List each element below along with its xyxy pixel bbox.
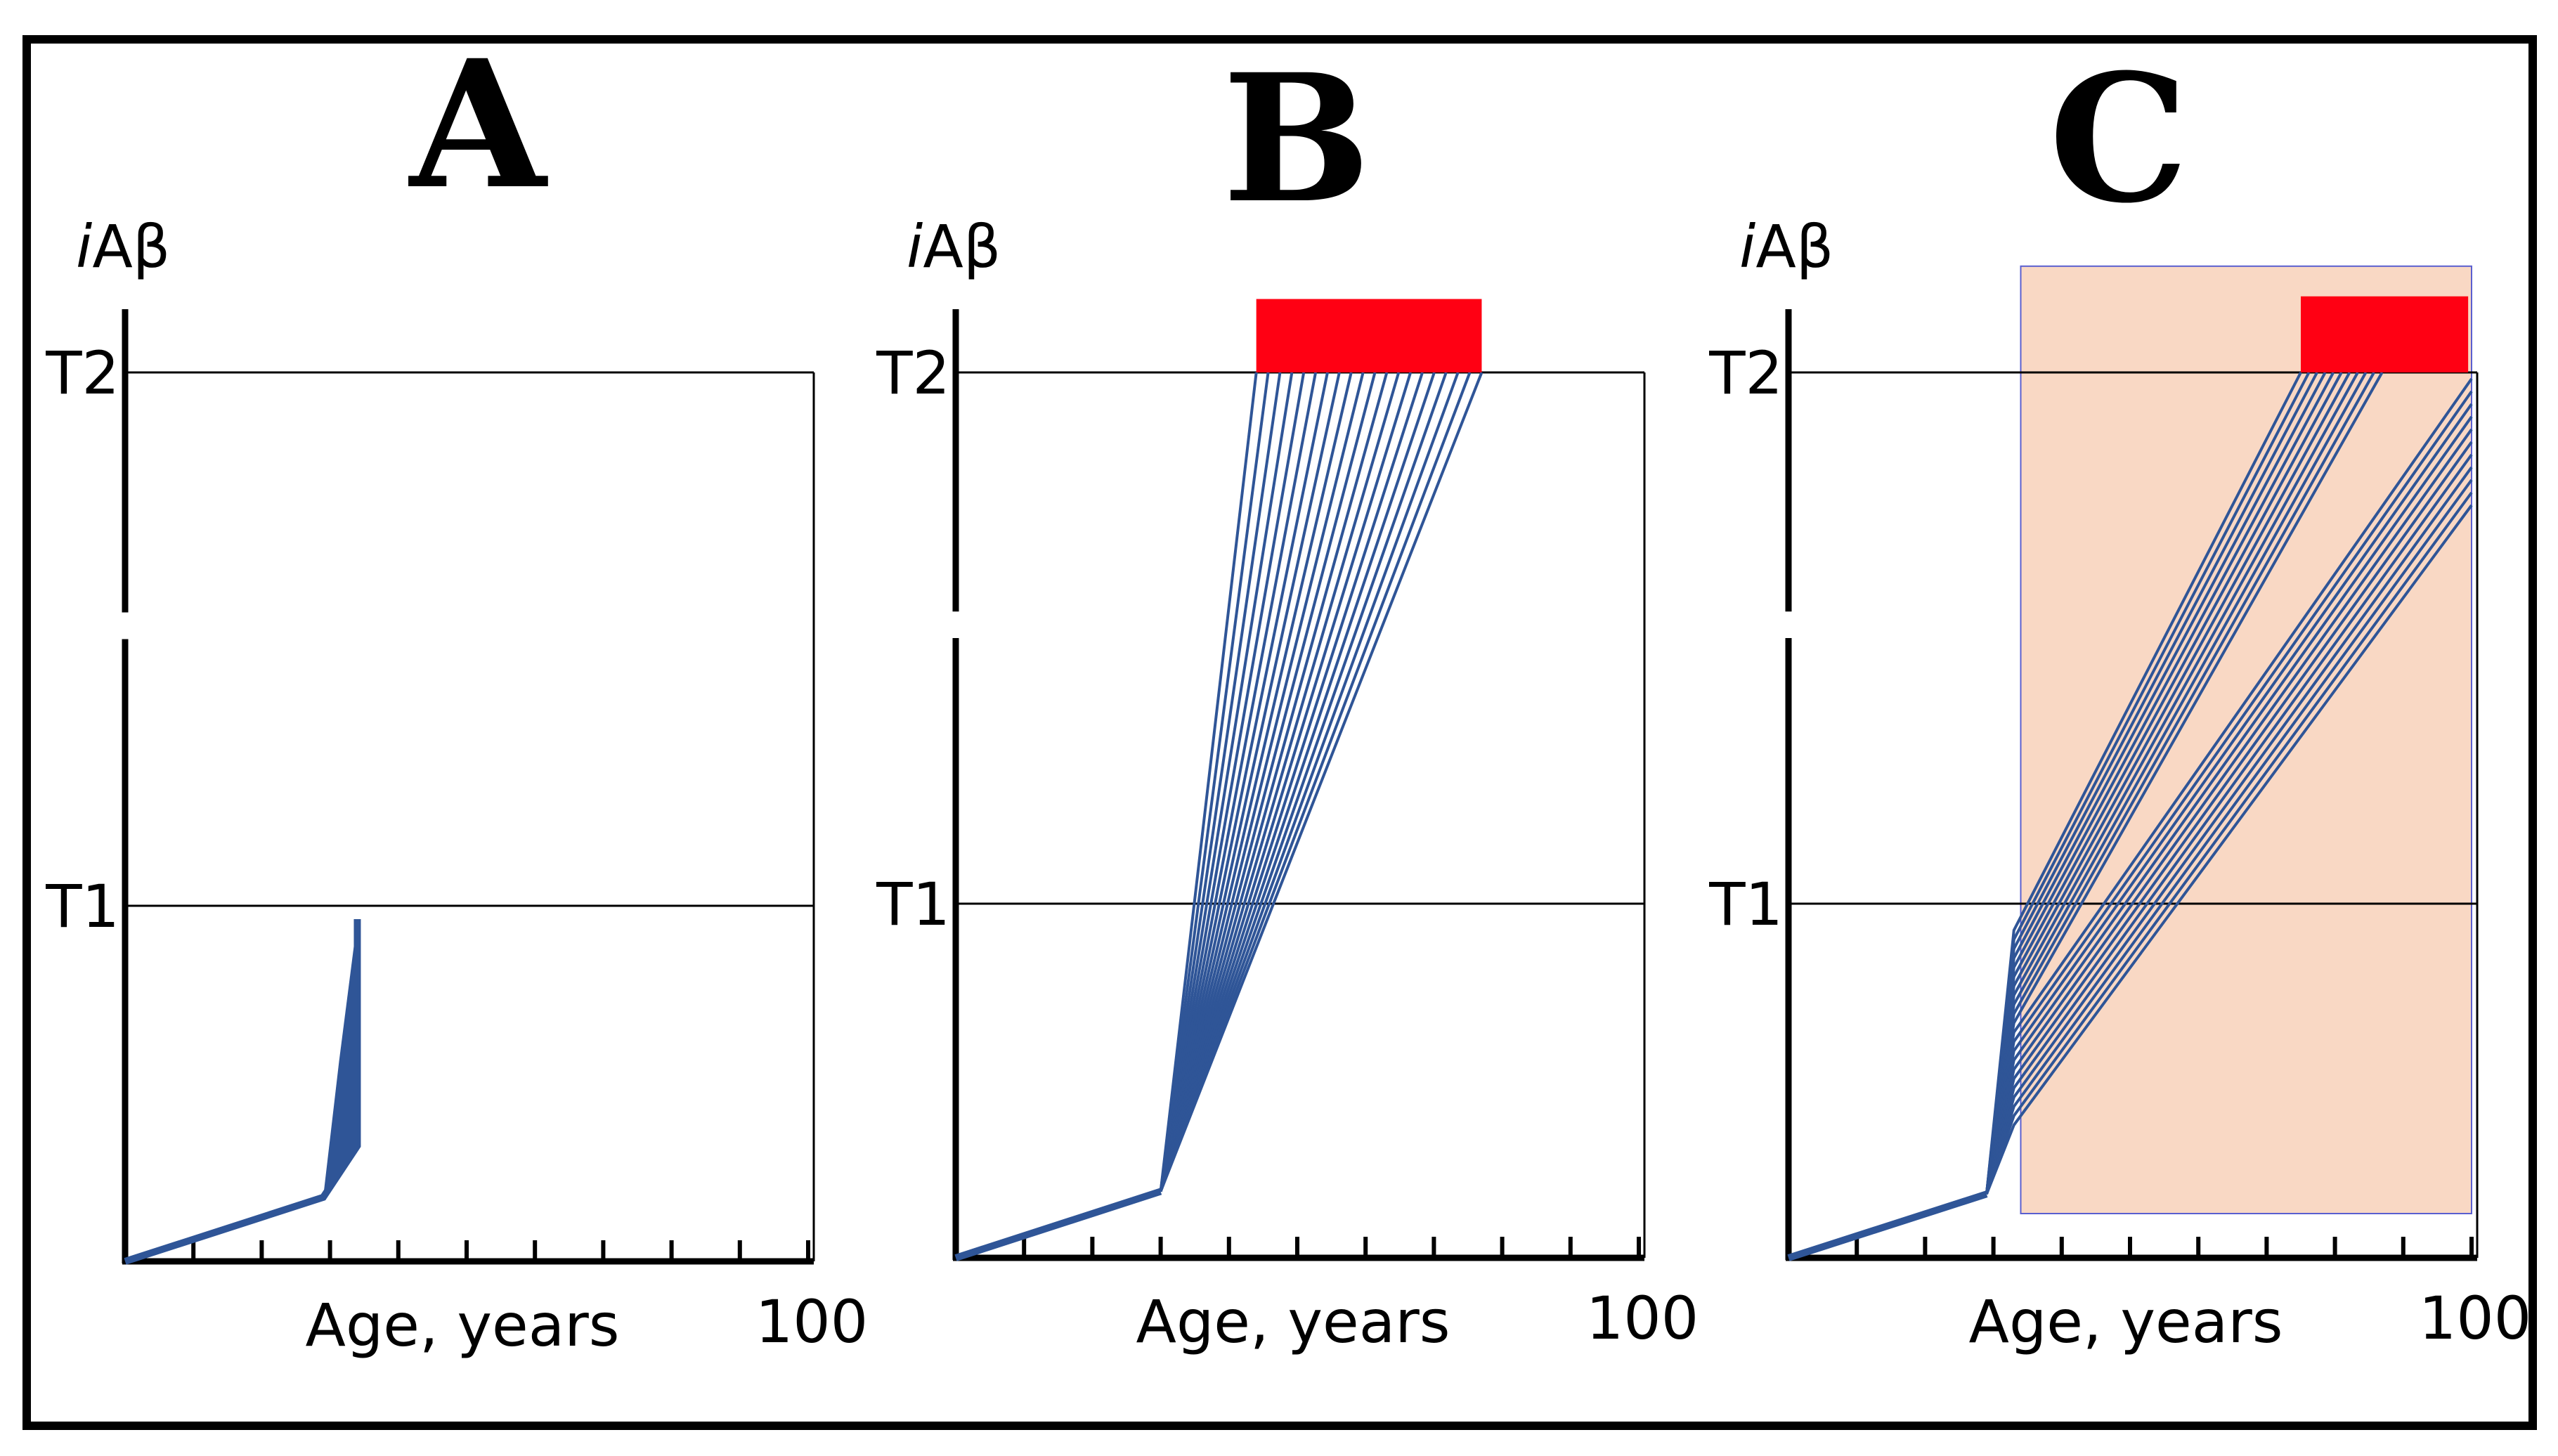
y-axis-label: iAβ [76, 212, 170, 281]
series-spike [323, 918, 358, 1197]
threshold-label-t2: T2 [876, 339, 950, 408]
series-fan-line [1159, 372, 1365, 1192]
y-axis-label-italic: i [907, 212, 923, 281]
x-axis-end-label: 100 [755, 1287, 868, 1356]
panel-letter: A [408, 21, 548, 228]
series-fan-line [1159, 372, 1282, 1192]
series-fan-line [1159, 372, 1460, 1192]
red-bar [1256, 299, 1482, 372]
threshold-label-t2: T2 [1708, 339, 1783, 408]
threshold-label-t1: T1 [45, 872, 119, 941]
series-fan-line [1159, 372, 1318, 1192]
y-axis-label: iAβ [1739, 212, 1833, 281]
series-base-line [954, 1188, 1162, 1261]
series-fan-line [1159, 372, 1424, 1192]
series-fan-line [1159, 372, 1413, 1192]
series-fan-line [1159, 372, 1270, 1192]
series-fan-line [1159, 372, 1329, 1192]
series-fan-line [1159, 372, 1436, 1192]
threshold-label-t1: T1 [876, 870, 950, 939]
threshold-label-t2: T2 [45, 339, 119, 408]
x-axis-label: Age, years [1136, 1287, 1450, 1356]
x-axis-end-label: 100 [1586, 1284, 1699, 1353]
series-fan-line [1159, 372, 1306, 1192]
red-bar [2301, 296, 2469, 372]
series-fan-line [1159, 372, 1472, 1192]
x-axis-label: Age, years [1968, 1287, 2283, 1356]
series-fan-line [1159, 372, 1294, 1192]
threshold-label-t1: T1 [1708, 870, 1783, 939]
series-fan-line [1159, 372, 1401, 1192]
series-fan-line [1159, 372, 1353, 1192]
y-axis-label-italic: i [76, 212, 92, 281]
series-fan-line [1159, 372, 1389, 1192]
series-line [124, 918, 361, 1265]
series-fan-line [1159, 372, 1258, 1192]
y-axis-label-main: Aβ [92, 212, 170, 281]
panel-letter: C [2049, 35, 2189, 242]
series-fan-line [1159, 372, 1483, 1192]
y-axis-label: iAβ [907, 212, 1001, 281]
series-fan-line [1985, 504, 2473, 1195]
x-axis-label: Age, years [305, 1291, 619, 1360]
series-fan-line [1159, 372, 1341, 1192]
y-axis-label-italic: i [1739, 212, 1755, 281]
series-base-line [1787, 1190, 1988, 1261]
series-fan-line [1159, 372, 1448, 1192]
panel-letter: B [1222, 35, 1370, 242]
y-axis-label-main: Aβ [923, 212, 1001, 281]
shaded-region [2020, 265, 2472, 1214]
figure-border [22, 35, 2537, 1430]
y-axis-label-main: Aβ [1755, 212, 1833, 281]
series-fan-line [1159, 372, 1377, 1192]
x-axis-end-label: 100 [2419, 1284, 2531, 1353]
